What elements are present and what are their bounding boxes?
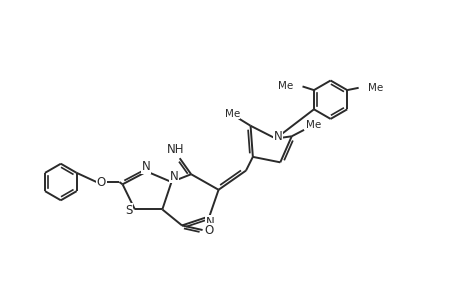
Text: Me: Me: [367, 83, 382, 93]
Text: Me: Me: [224, 109, 240, 119]
Text: N: N: [141, 160, 150, 173]
Text: Me: Me: [278, 81, 293, 92]
Text: S: S: [125, 204, 132, 217]
Text: Me: Me: [305, 120, 320, 130]
Text: N: N: [169, 170, 178, 183]
Text: N: N: [206, 216, 214, 229]
Text: NH: NH: [166, 143, 184, 157]
Text: O: O: [96, 176, 106, 188]
Text: O: O: [204, 224, 213, 236]
Text: N: N: [273, 130, 282, 143]
